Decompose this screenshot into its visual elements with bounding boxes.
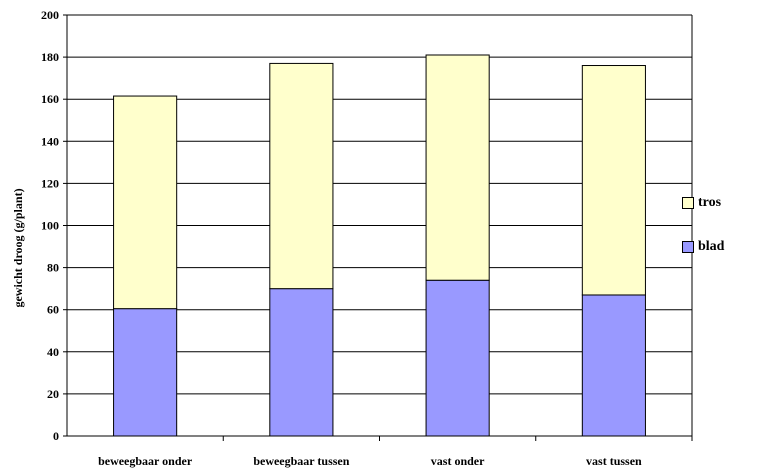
bar-segment-tros: [425, 54, 490, 281]
x-tick-label: vast onder: [431, 454, 485, 468]
y-tick-label: 20: [47, 387, 59, 401]
y-tick-label: 180: [41, 50, 59, 64]
bar-segment-blad: [425, 279, 490, 437]
y-tick-label: 200: [41, 8, 59, 22]
y-tick-label: 0: [53, 429, 59, 443]
y-tick-label: 100: [41, 219, 59, 233]
x-tick-label: vast tussen: [586, 454, 642, 468]
bar-segment-tros: [269, 62, 334, 290]
legend-label-tros: tros: [698, 195, 722, 210]
bar-segment-blad: [269, 288, 334, 437]
y-tick-label: 80: [47, 261, 59, 275]
y-tick-label: 160: [41, 92, 59, 106]
y-tick-label: 140: [41, 134, 59, 148]
legend-swatch-blad: [682, 241, 694, 253]
x-tick-label: beweegbaar onder: [98, 454, 193, 468]
x-tick-labels: beweegbaar onder beweegbaar tussen vast on…: [98, 454, 642, 468]
bar-segment-tros: [581, 65, 646, 296]
bar-segment-blad: [113, 308, 178, 437]
legend-swatch-tros: [682, 197, 694, 209]
legend-label-blad: blad: [698, 239, 725, 254]
bar-segment-tros: [113, 95, 178, 310]
legend: tros blad: [682, 192, 724, 280]
y-axis-label: gewicht droog (g/plant): [11, 188, 25, 307]
x-tick-label: beweegbaar tussen: [253, 454, 349, 468]
axes: [63, 14, 693, 441]
y-tick-label: 60: [47, 303, 59, 317]
legend-item-tros: tros: [682, 192, 724, 214]
bars: [113, 54, 646, 437]
y-tick-label: 120: [41, 176, 59, 190]
bar-segment-blad: [581, 294, 646, 437]
legend-item-blad: blad: [682, 236, 724, 258]
y-tick-label: 40: [47, 345, 59, 359]
y-tick-labels: 0 20 40 60 80 100 120 140 160 180 200: [41, 8, 59, 443]
